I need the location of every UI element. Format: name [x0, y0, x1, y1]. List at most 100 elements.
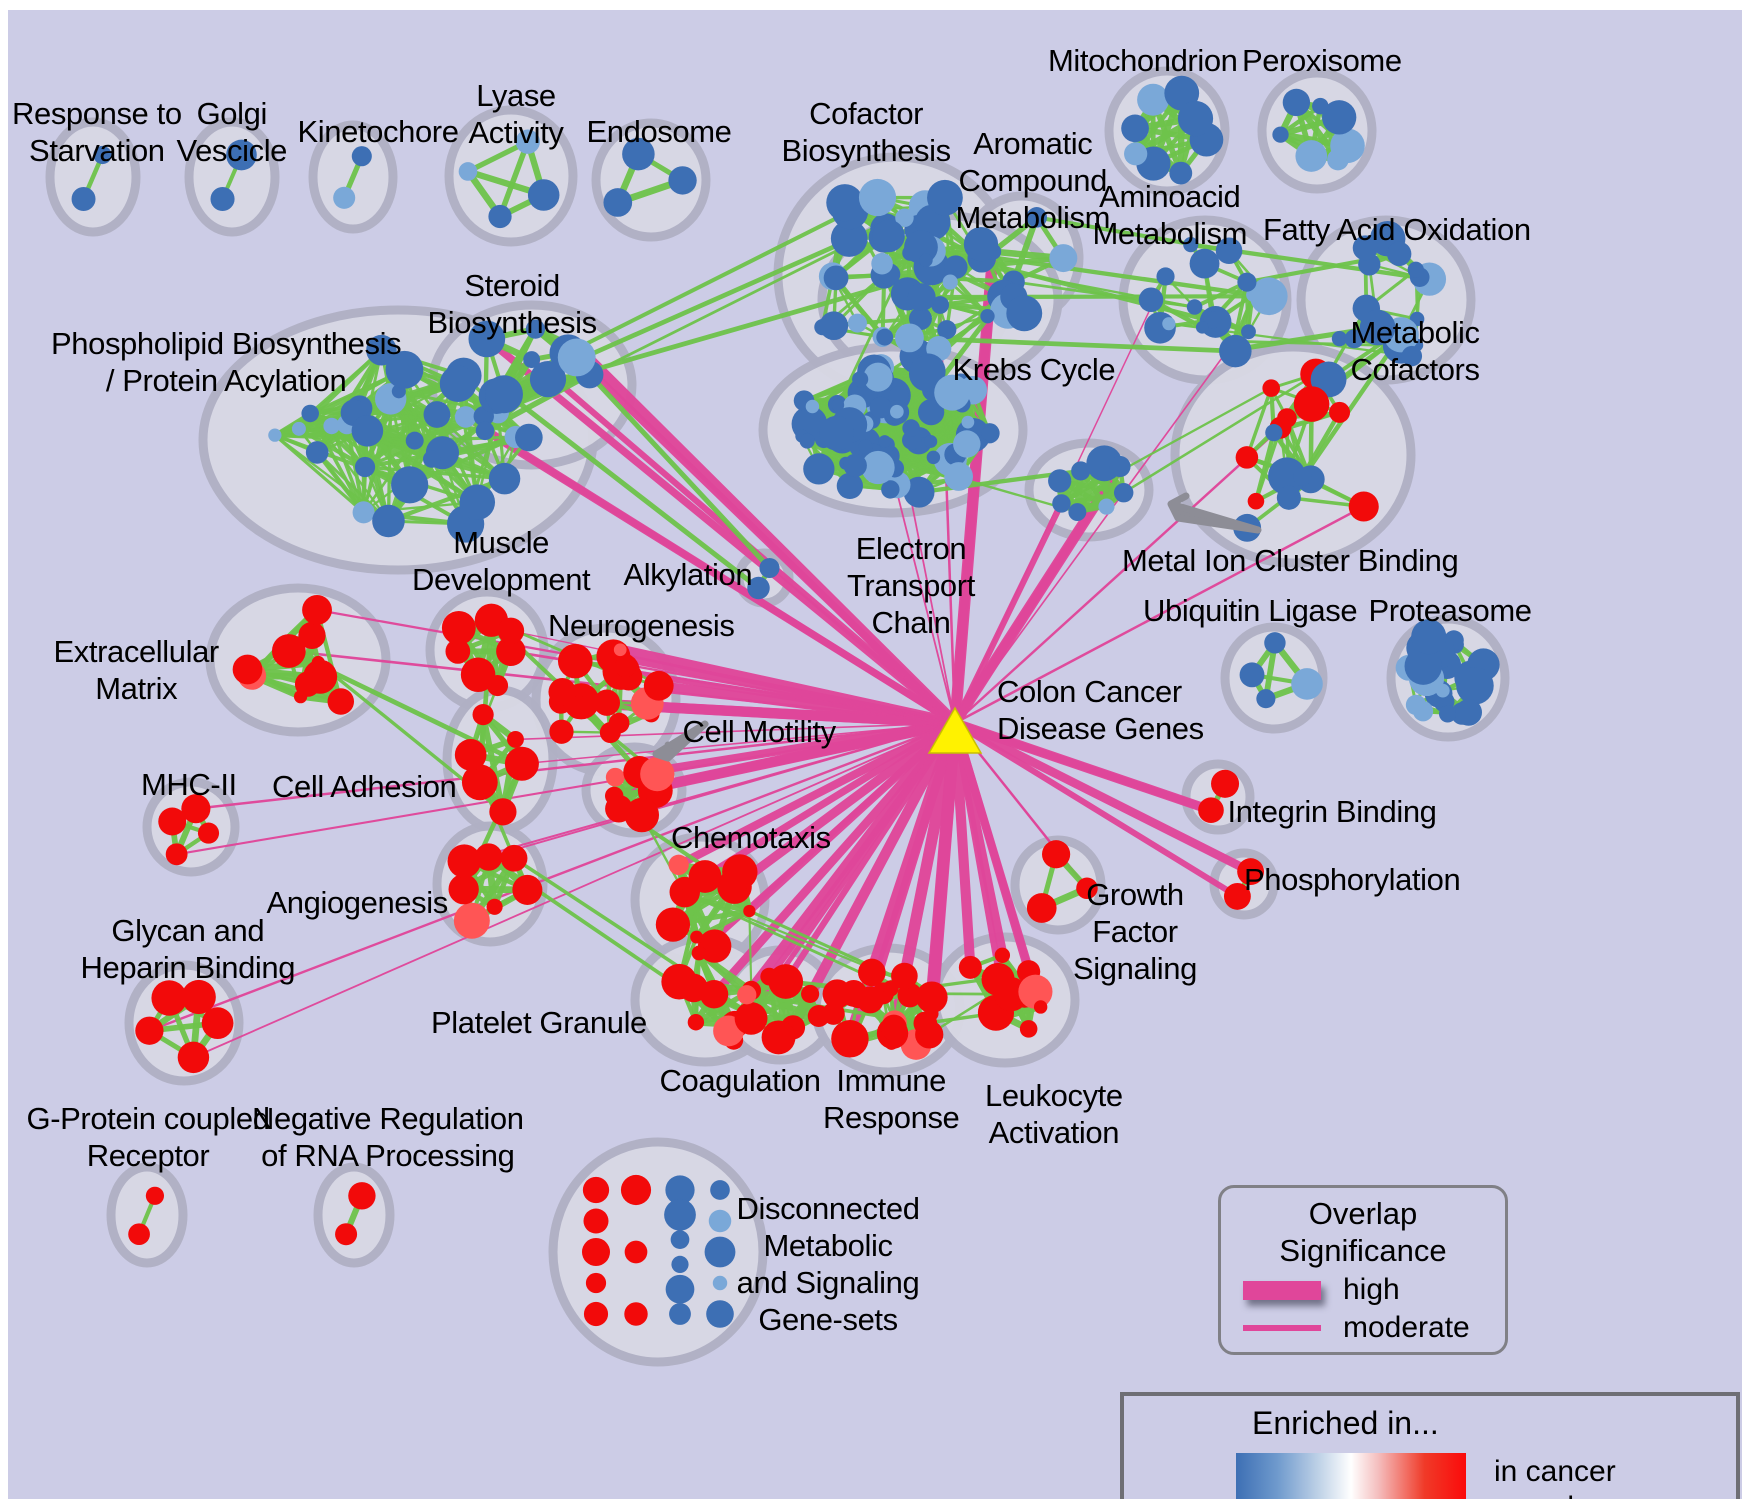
gene-set-node[interactable] — [232, 654, 263, 685]
gene-set-node[interactable] — [734, 1001, 768, 1035]
gene-set-node[interactable] — [422, 450, 441, 468]
gene-set-node[interactable] — [706, 1300, 734, 1328]
gene-set-node[interactable] — [1268, 457, 1306, 496]
gene-set-node[interactable] — [158, 807, 187, 836]
gene-set-node[interactable] — [1282, 88, 1311, 117]
gene-set-node[interactable] — [1276, 485, 1301, 510]
gene-set-node[interactable] — [622, 137, 655, 171]
gene-set-node[interactable] — [907, 283, 936, 312]
gene-set-node[interactable] — [858, 439, 873, 454]
gene-set-node[interactable] — [624, 797, 660, 833]
gene-set-node[interactable] — [1169, 161, 1193, 185]
gene-set-node[interactable] — [708, 1209, 732, 1233]
gene-set-node[interactable] — [1071, 461, 1091, 481]
gene-set-node[interactable] — [1186, 299, 1203, 315]
gene-set-node[interactable] — [871, 252, 893, 275]
gene-set-node[interactable] — [1411, 619, 1447, 655]
gene-set-node[interactable] — [876, 328, 894, 346]
gene-set-node[interactable] — [943, 255, 968, 279]
gene-set-node[interactable] — [527, 179, 560, 211]
gene-set-node[interactable] — [385, 350, 424, 389]
gene-set-node[interactable] — [944, 462, 973, 491]
gene-set-node[interactable] — [468, 320, 506, 358]
gene-set-node[interactable] — [1215, 237, 1243, 264]
gene-set-node[interactable] — [454, 739, 487, 771]
gene-set-node[interactable] — [980, 308, 995, 324]
gene-set-node[interactable] — [1438, 705, 1457, 723]
gene-set-node[interactable] — [994, 947, 1011, 963]
gene-set-node[interactable] — [512, 874, 543, 905]
gene-set-node[interactable] — [1352, 235, 1378, 261]
gene-set-node[interactable] — [181, 794, 211, 824]
gene-set-node[interactable] — [201, 1007, 234, 1040]
gene-set-node[interactable] — [831, 398, 845, 412]
gene-set-node[interactable] — [677, 888, 696, 906]
gene-set-node[interactable] — [1237, 858, 1265, 886]
gene-set-node[interactable] — [391, 466, 429, 504]
gene-set-node[interactable] — [1019, 1020, 1038, 1038]
gene-set-node[interactable] — [485, 375, 523, 414]
gene-set-node[interactable] — [128, 1223, 150, 1246]
gene-set-node[interactable] — [1048, 469, 1072, 493]
gene-set-node[interactable] — [1327, 148, 1349, 171]
gene-set-node[interactable] — [643, 670, 674, 701]
gene-set-node[interactable] — [927, 179, 963, 216]
gene-set-node[interactable] — [557, 338, 596, 377]
gene-set-node[interactable] — [372, 504, 405, 538]
gene-set-node[interactable] — [1401, 345, 1423, 367]
gene-set-node[interactable] — [460, 657, 496, 693]
gene-set-node[interactable] — [599, 722, 621, 744]
gene-set-node[interactable] — [836, 472, 863, 500]
gene-set-node[interactable] — [226, 139, 257, 171]
gene-set-node[interactable] — [958, 955, 982, 979]
gene-set-node[interactable] — [1241, 324, 1256, 340]
gene-set-node[interactable] — [475, 843, 503, 871]
gene-set-node[interactable] — [515, 129, 540, 154]
gene-set-node[interactable] — [335, 1223, 358, 1246]
gene-set-node[interactable] — [1265, 424, 1283, 442]
gene-set-node[interactable] — [454, 406, 477, 428]
gene-set-node[interactable] — [570, 695, 589, 714]
gene-set-node[interactable] — [937, 320, 957, 340]
gene-set-node[interactable] — [475, 421, 495, 441]
gene-set-node[interactable] — [439, 365, 477, 403]
gene-set-node[interactable] — [604, 786, 624, 806]
gene-set-node[interactable] — [613, 643, 627, 657]
gene-set-node[interactable] — [1033, 1000, 1048, 1014]
gene-set-node[interactable] — [880, 1014, 907, 1041]
gene-set-node[interactable] — [822, 979, 852, 1009]
gene-set-node[interactable] — [668, 854, 689, 875]
gene-set-node[interactable] — [1412, 701, 1434, 722]
gene-set-node[interactable] — [1237, 272, 1257, 292]
gene-set-node[interactable] — [1113, 482, 1134, 503]
gene-set-node[interactable] — [323, 417, 340, 435]
gene-set-node[interactable] — [1295, 140, 1328, 172]
gene-set-node[interactable] — [151, 980, 187, 1016]
gene-set-node[interactable] — [305, 441, 329, 464]
gene-set-node[interactable] — [924, 434, 938, 448]
gene-set-node[interactable] — [294, 671, 321, 697]
gene-set-node[interactable] — [1235, 446, 1259, 469]
gene-set-node[interactable] — [271, 634, 306, 668]
gene-set-node[interactable] — [803, 453, 835, 485]
gene-set-node[interactable] — [697, 929, 732, 963]
gene-set-node[interactable] — [583, 1208, 609, 1234]
gene-set-node[interactable] — [665, 1274, 695, 1304]
gene-set-node[interactable] — [1272, 126, 1289, 143]
gene-set-node[interactable] — [843, 453, 867, 478]
gene-set-node[interactable] — [93, 145, 112, 165]
gene-set-node[interactable] — [894, 323, 924, 353]
gene-set-node[interactable] — [743, 904, 756, 918]
gene-set-node[interactable] — [668, 166, 697, 195]
gene-set-node[interactable] — [1239, 662, 1265, 688]
gene-set-node[interactable] — [210, 186, 235, 212]
gene-set-node[interactable] — [1177, 100, 1214, 137]
gene-set-node[interactable] — [582, 1176, 610, 1204]
gene-set-node[interactable] — [665, 1175, 695, 1205]
gene-set-node[interactable] — [624, 1302, 648, 1326]
gene-set-node[interactable] — [1006, 295, 1043, 332]
gene-set-node[interactable] — [529, 361, 567, 398]
gene-set-node[interactable] — [961, 415, 975, 429]
gene-set-node[interactable] — [1219, 334, 1252, 368]
gene-set-node[interactable] — [620, 1174, 652, 1206]
